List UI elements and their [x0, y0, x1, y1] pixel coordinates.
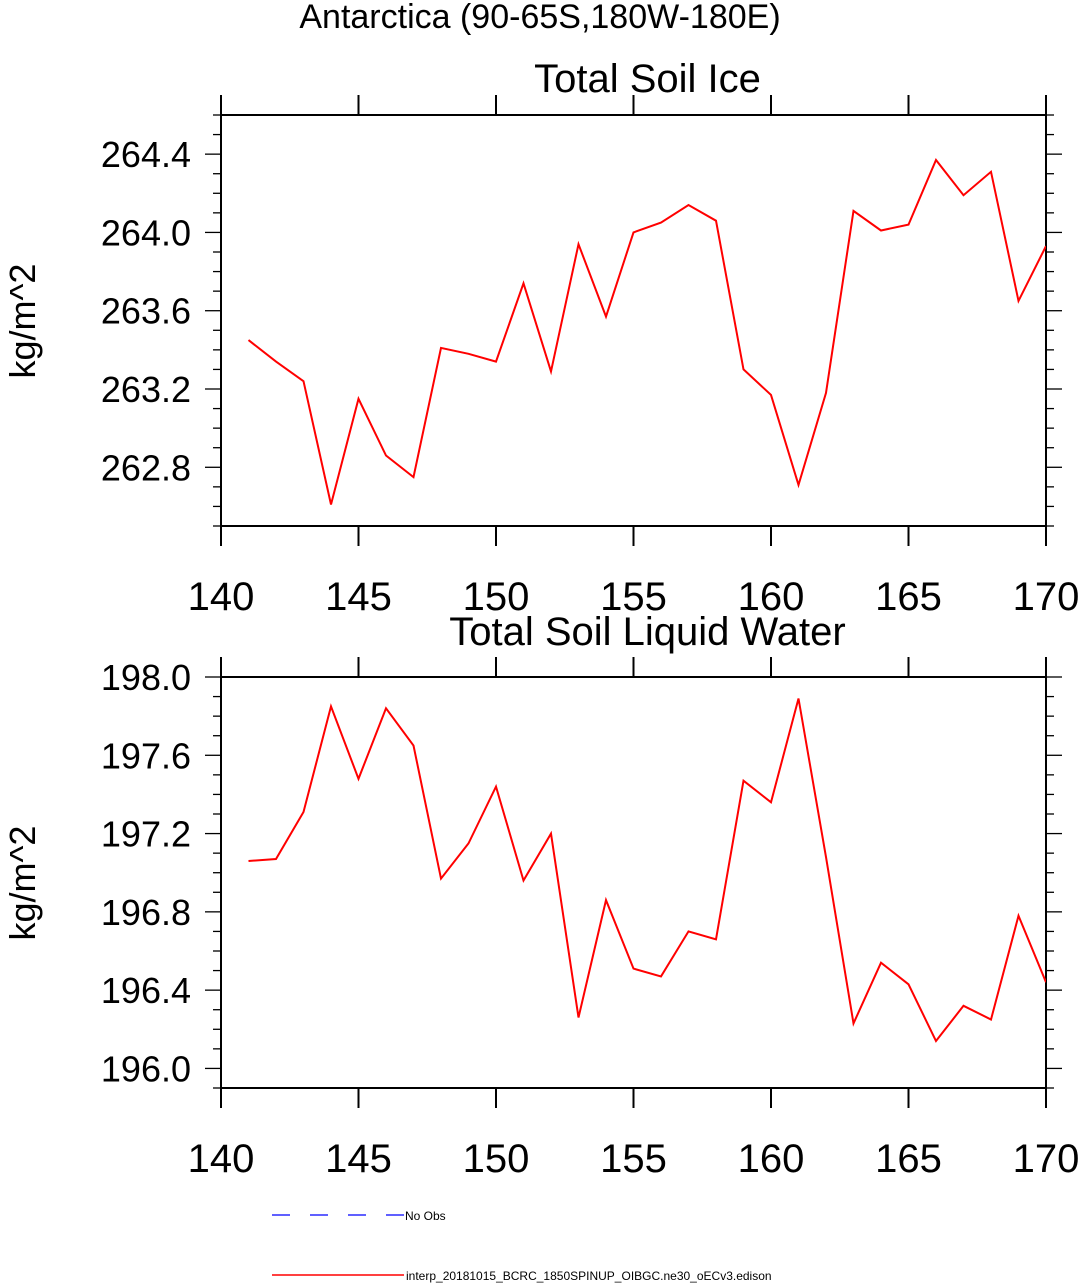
- x-tick-label: 170: [1013, 1137, 1080, 1181]
- y-axis-label: kg/m^2: [2, 826, 43, 941]
- x-tick-label: 155: [600, 1137, 667, 1181]
- x-tick-label: 150: [463, 575, 530, 619]
- plot-frame: [220, 676, 1047, 1089]
- legend-obs-label: No Obs: [405, 1209, 446, 1223]
- y-tick-label: 197.6: [101, 735, 191, 776]
- y-tick-label: 196.0: [101, 1048, 191, 1089]
- soil-liquid-water-panel: Total Soil Liquid Water kg/m^2 140 145 150 15…: [2, 610, 1079, 1181]
- x-tick-label: 145: [325, 1137, 392, 1181]
- x-tick-label: 140: [188, 575, 255, 619]
- y-tick-label: 264.0: [101, 212, 191, 253]
- x-tick-label: 150: [463, 1137, 530, 1181]
- x-tick-label: 165: [875, 575, 942, 619]
- x-tick-label: 165: [875, 1137, 942, 1181]
- y-tick-label: 196.4: [101, 970, 191, 1011]
- y-tick-label: 197.2: [101, 814, 191, 855]
- x-tick-label: 160: [738, 1137, 805, 1181]
- panel-title: Total Soil Ice: [534, 57, 761, 101]
- panel-title: Total Soil Liquid Water: [449, 610, 845, 654]
- x-tick-label: 145: [325, 575, 392, 619]
- y-tick-label: 262.8: [101, 447, 191, 488]
- y-tick-label: 264.4: [101, 134, 191, 175]
- soil-ice-panel: Total Soil Ice kg/m^2 140 145 150 155 160 165 17…: [2, 57, 1079, 619]
- series-line-0: [248, 698, 1046, 1043]
- legend-model-label: interp_20181015_BCRC_1850SPINUP_OIBGC.ne…: [406, 1269, 772, 1283]
- y-tick-label: 196.8: [101, 892, 191, 933]
- x-tick-label: 170: [1013, 575, 1080, 619]
- figure-title: Antarctica (90-65S,180W-180E): [299, 0, 780, 36]
- y-tick-label: 263.6: [101, 291, 191, 332]
- legend: No Obs interp_20181015_BCRC_1850SPINUP_O…: [272, 1209, 772, 1283]
- x-tick-label: 160: [738, 575, 805, 619]
- y-axis-label: kg/m^2: [2, 264, 43, 379]
- y-tick-label: 263.2: [101, 369, 191, 410]
- y-tick-label: 198.0: [101, 657, 191, 698]
- series-line-0: [247, 158, 1046, 505]
- x-tick-label: 155: [600, 575, 667, 619]
- plot-frame: [220, 114, 1047, 527]
- x-tick-label: 140: [188, 1137, 255, 1181]
